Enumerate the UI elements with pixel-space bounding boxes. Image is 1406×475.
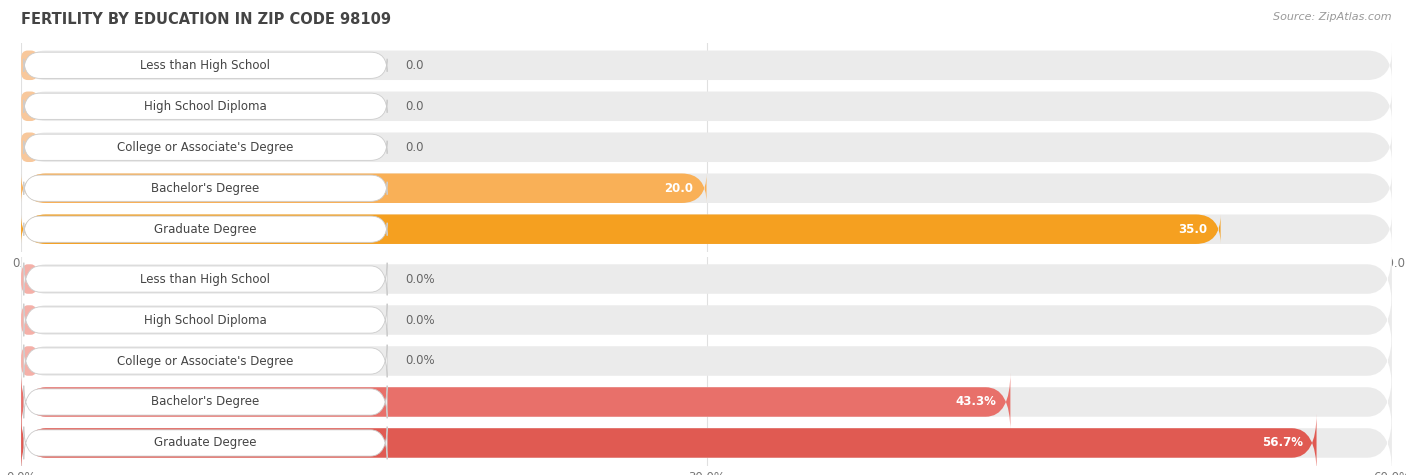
Text: Graduate Degree: Graduate Degree [155, 223, 257, 236]
FancyBboxPatch shape [21, 92, 38, 121]
FancyBboxPatch shape [21, 173, 1392, 203]
FancyBboxPatch shape [21, 50, 38, 80]
FancyBboxPatch shape [24, 304, 387, 336]
FancyBboxPatch shape [21, 372, 1392, 431]
FancyBboxPatch shape [21, 346, 38, 376]
Text: Less than High School: Less than High School [141, 273, 270, 285]
Text: FERTILITY BY EDUCATION IN ZIP CODE 98109: FERTILITY BY EDUCATION IN ZIP CODE 98109 [21, 12, 391, 27]
FancyBboxPatch shape [21, 50, 1392, 80]
Text: 0.0%: 0.0% [405, 314, 434, 326]
FancyBboxPatch shape [24, 216, 387, 242]
Text: 0.0%: 0.0% [405, 354, 434, 368]
Text: Graduate Degree: Graduate Degree [155, 437, 257, 449]
FancyBboxPatch shape [21, 305, 38, 335]
FancyBboxPatch shape [21, 413, 1392, 473]
FancyBboxPatch shape [21, 214, 1220, 244]
FancyBboxPatch shape [24, 427, 387, 459]
FancyBboxPatch shape [21, 173, 707, 203]
FancyBboxPatch shape [21, 332, 1392, 390]
Text: 56.7%: 56.7% [1261, 437, 1303, 449]
Text: College or Associate's Degree: College or Associate's Degree [117, 354, 294, 368]
FancyBboxPatch shape [21, 214, 1392, 244]
Text: 0.0: 0.0 [405, 59, 423, 72]
FancyBboxPatch shape [24, 134, 387, 161]
FancyBboxPatch shape [21, 413, 1316, 473]
FancyBboxPatch shape [24, 93, 387, 119]
FancyBboxPatch shape [21, 291, 1392, 350]
Text: High School Diploma: High School Diploma [143, 100, 267, 113]
FancyBboxPatch shape [21, 133, 38, 162]
FancyBboxPatch shape [24, 175, 387, 201]
Text: 20.0: 20.0 [664, 182, 693, 195]
FancyBboxPatch shape [21, 133, 1392, 162]
Text: Less than High School: Less than High School [141, 59, 270, 72]
Text: Source: ZipAtlas.com: Source: ZipAtlas.com [1274, 12, 1392, 22]
FancyBboxPatch shape [21, 249, 1392, 309]
FancyBboxPatch shape [24, 52, 387, 78]
Text: High School Diploma: High School Diploma [143, 314, 267, 326]
Text: 0.0: 0.0 [405, 141, 423, 154]
FancyBboxPatch shape [21, 92, 1392, 121]
Text: College or Associate's Degree: College or Associate's Degree [117, 141, 294, 154]
Text: 0.0: 0.0 [405, 100, 423, 113]
Text: Bachelor's Degree: Bachelor's Degree [152, 396, 260, 408]
FancyBboxPatch shape [24, 386, 387, 418]
FancyBboxPatch shape [21, 372, 1011, 431]
Text: 35.0: 35.0 [1178, 223, 1206, 236]
Text: 43.3%: 43.3% [956, 396, 997, 408]
FancyBboxPatch shape [21, 264, 38, 294]
Text: 0.0%: 0.0% [405, 273, 434, 285]
Text: Bachelor's Degree: Bachelor's Degree [152, 182, 260, 195]
FancyBboxPatch shape [24, 263, 387, 295]
FancyBboxPatch shape [24, 344, 387, 378]
